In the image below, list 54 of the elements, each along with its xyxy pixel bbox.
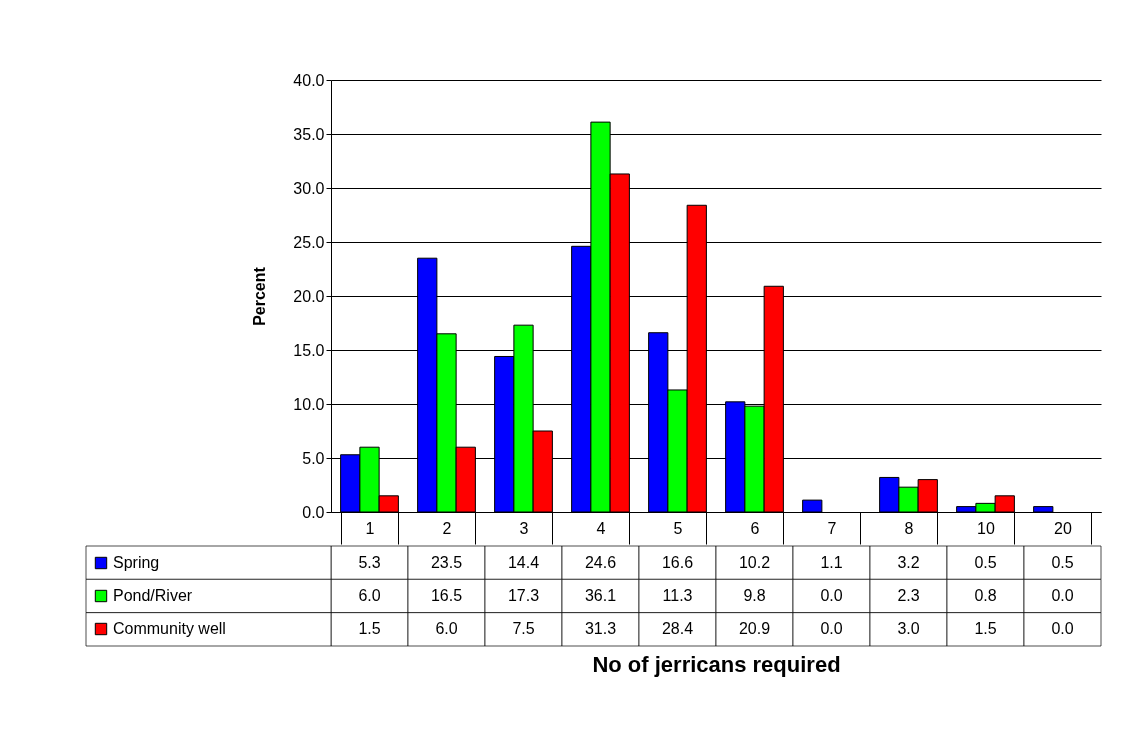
data-label: 10.2 (738, 553, 771, 571)
data-label: 0.5 (974, 553, 997, 571)
y-tick-label: 0.0 (302, 503, 325, 521)
x-tick-label: 1 (365, 519, 375, 537)
data-label: 0.0 (820, 620, 843, 638)
data-label: 1.1 (820, 553, 843, 571)
data-label: 11.3 (662, 587, 693, 604)
y-tick-label: 5.0 (302, 449, 325, 467)
y-tick-label: 35.0 (293, 125, 325, 143)
y-axis-title: Percent (251, 266, 269, 326)
data-label: 16.6 (661, 553, 694, 571)
text: No of jerricans required (592, 651, 841, 677)
data-label: 0.0 (1051, 587, 1074, 604)
data-label: 3.2 (897, 553, 920, 571)
data-label: 0.0 (820, 587, 843, 604)
x-tick-label: 2 (442, 519, 452, 537)
x-tick-label: 10 (977, 519, 995, 537)
x-tick-label: 20 (1054, 519, 1072, 537)
data-label: 20.9 (738, 620, 771, 638)
y-tick-label: 20.0 (293, 287, 325, 305)
data-label: 6.0 (358, 587, 381, 604)
data-label: 24.6 (584, 553, 617, 571)
data-label: 17.3 (507, 587, 540, 604)
data-label: 0.0 (1051, 620, 1074, 638)
data-label: 31.3 (584, 620, 617, 638)
data-label: 9.8 (743, 587, 766, 604)
y-tick-label: 30.0 (293, 179, 325, 197)
data-label: 6.0 (435, 620, 458, 638)
x-tick-label: 7 (827, 519, 837, 537)
data-label: 14.4 (507, 553, 540, 571)
data-label: 1.5 (358, 620, 381, 638)
x-tick-label: 5 (673, 519, 683, 537)
data-label: 28.4 (661, 620, 694, 638)
y-tick-label: 25.0 (293, 233, 325, 251)
x-tick-label: 8 (904, 519, 914, 537)
legend-label: Pond/River (113, 587, 193, 604)
data-label: 0.5 (1051, 553, 1074, 571)
data-label: 16.5 (430, 587, 463, 604)
data-label: 2.3 (897, 587, 920, 604)
data-label: 36.1 (584, 587, 617, 604)
data-label: 1.5 (974, 620, 997, 638)
legend-label: Community well (113, 620, 226, 637)
data-label: 7.5 (512, 620, 535, 638)
data-label: 3.0 (897, 620, 920, 638)
y-tick-label: 40.0 (293, 71, 325, 89)
x-tick-label: 4 (596, 519, 606, 537)
data-label: 23.5 (430, 553, 463, 571)
data-label: 5.3 (358, 553, 381, 571)
y-tick-label: 15.0 (293, 341, 325, 359)
y-tick-label: 10.0 (293, 395, 325, 413)
legend-label: Spring (113, 554, 160, 571)
x-tick-label: 3 (519, 519, 529, 537)
x-tick-label: 6 (750, 519, 760, 537)
data-label: 0.8 (974, 587, 997, 604)
